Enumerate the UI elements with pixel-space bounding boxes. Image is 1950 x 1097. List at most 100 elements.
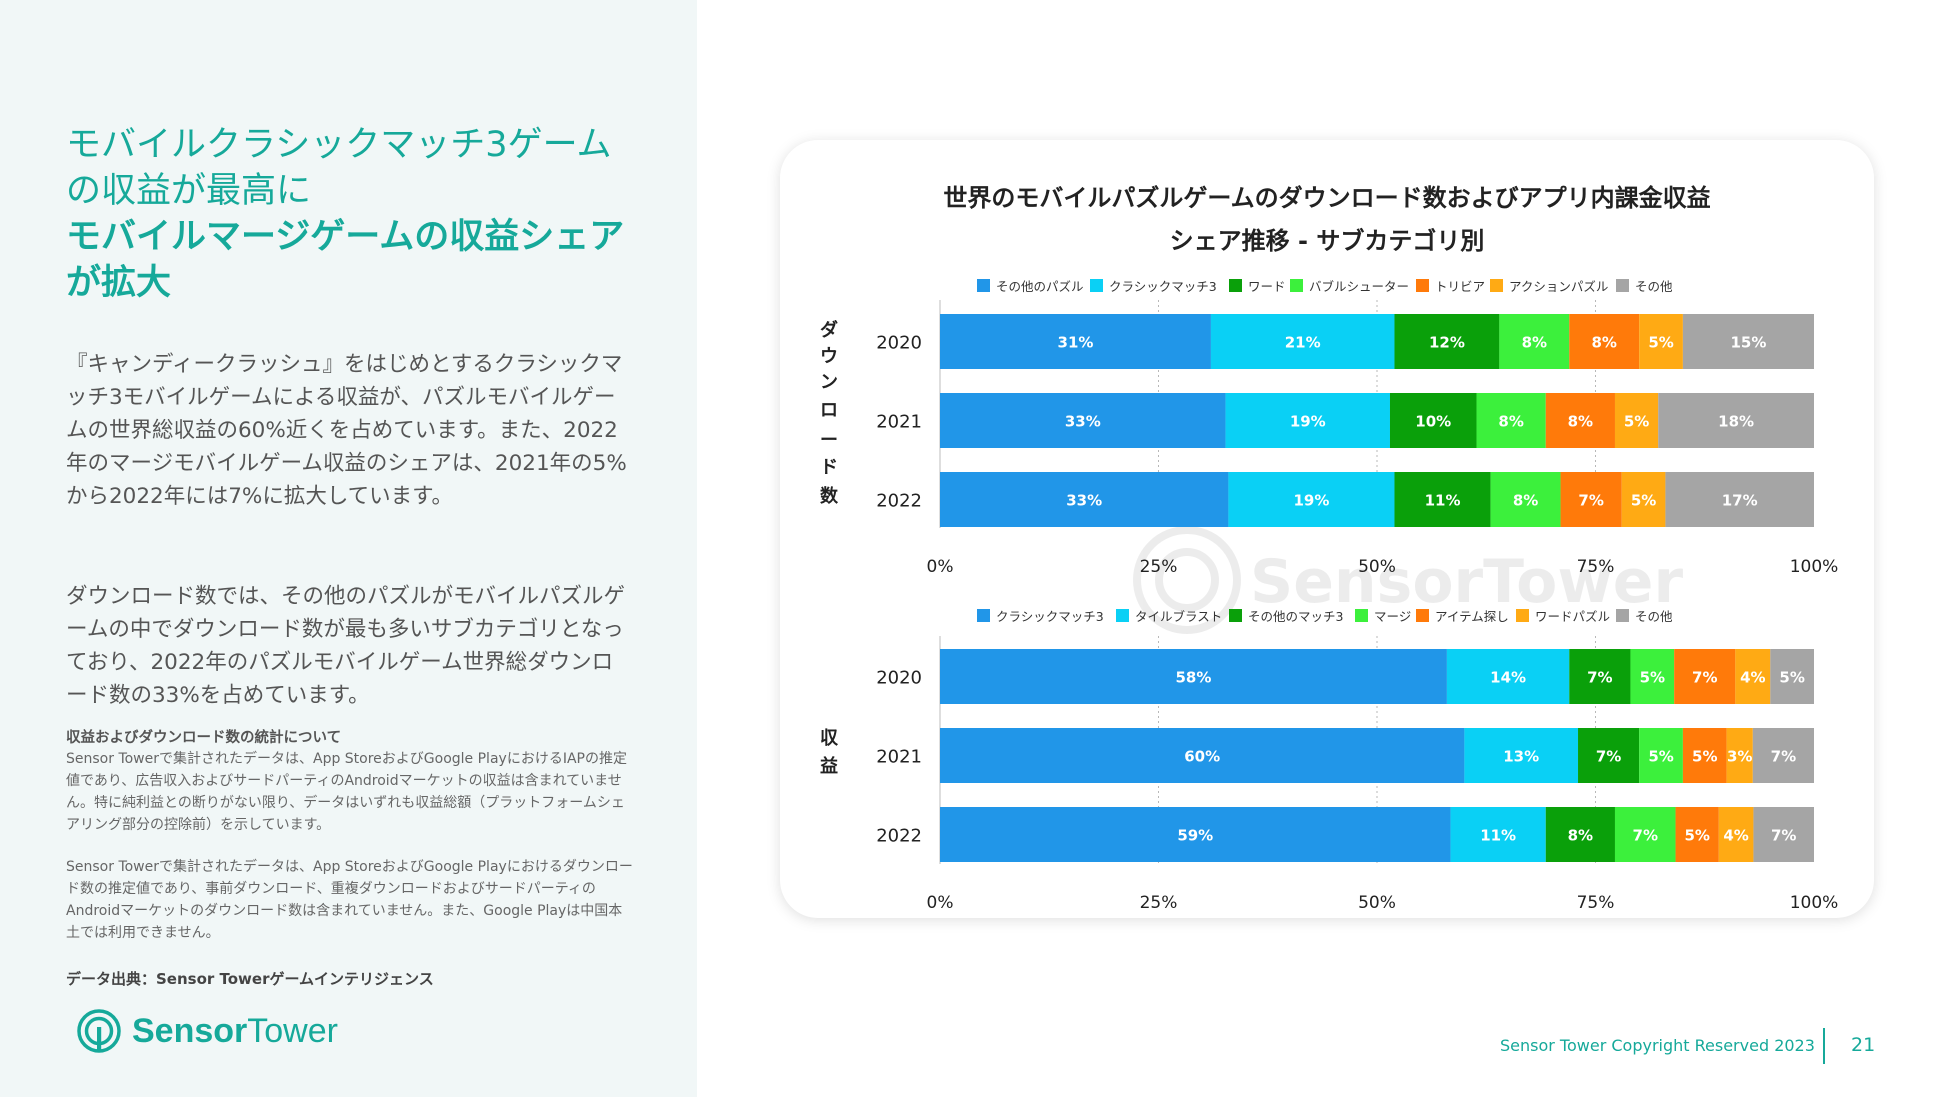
downloads-ylabel-char: ウ <box>820 346 838 367</box>
left-panel: モバイルクラシックマッチ3ゲーム の収益が最高に モバイルマージゲームの収益シェ… <box>0 0 697 1097</box>
revenue-legend-label-0: クラシックマッチ3 <box>996 609 1104 624</box>
page-number: 21 <box>1851 1034 1876 1056</box>
downloads-bar-label-2022-1: 19% <box>1293 492 1329 510</box>
revenue-bar-label-2021-3: 5% <box>1648 748 1673 766</box>
logo-wordmark: SensorTower <box>132 1011 338 1050</box>
revenue-legend-swatch-5 <box>1516 609 1529 622</box>
downloads-bar-2021-4 <box>1545 393 1615 448</box>
downloads-bar-label-2022-0: 33% <box>1066 492 1102 510</box>
downloads-bar-2022-1 <box>1228 472 1395 527</box>
revenue-bar-label-2021-2: 7% <box>1596 748 1621 766</box>
downloads-xtick-3: 75% <box>1577 557 1615 577</box>
downloads-bar-label-2022-6: 17% <box>1722 492 1758 510</box>
revenue-bar-label-2020-0: 58% <box>1176 669 1212 687</box>
revenue-bar-label-2022-0: 59% <box>1177 827 1213 845</box>
revenue-legend-label-5: ワードパズル <box>1535 609 1610 624</box>
downloads-bar-label-2021-1: 19% <box>1290 413 1326 431</box>
revenue-ylabel-char: 益 <box>820 755 838 777</box>
revenue-bar-label-2022-5: 4% <box>1723 827 1748 845</box>
note-downloads: Sensor Towerで集計されたデータは、App StoreおよびGoogl… <box>66 859 633 941</box>
downloads-legend-label-6: その他 <box>1635 279 1673 294</box>
revenue-xtick-1: 25% <box>1140 893 1178 913</box>
revenue-bar-2022-6 <box>1753 807 1814 862</box>
downloads-bar-2020-4 <box>1569 314 1640 369</box>
page-title: モバイルクラシックマッチ3ゲーム の収益が最高に モバイルマージゲームの収益シェ… <box>66 122 666 306</box>
downloads-bar-label-2020-1: 21% <box>1285 334 1321 352</box>
footer-divider <box>1823 1028 1825 1064</box>
note-title: 収益およびダウンロード数の統計について <box>66 730 342 746</box>
downloads-bar-label-2021-3: 8% <box>1498 413 1523 431</box>
downloads-legend-label-4: トリビア <box>1435 279 1485 294</box>
downloads-legend-label-3: バブルシューター <box>1309 279 1409 294</box>
downloads-legend-label-5: アクションパズル <box>1509 279 1608 294</box>
downloads-bar-label-2021-4: 8% <box>1568 413 1593 431</box>
paragraph-revenue: 『キャンディークラッシュ』をはじめとするクラシックマッチ3モバイルゲームによる収… <box>66 352 627 509</box>
downloads-bar-label-2021-0: 33% <box>1065 413 1101 431</box>
revenue-legend-label-3: マージ <box>1374 609 1411 624</box>
downloads-bar-label-2020-5: 5% <box>1648 334 1673 352</box>
downloads-ylabel-char: ン <box>820 372 838 393</box>
revenue-bar-label-2020-1: 14% <box>1490 669 1526 687</box>
downloads-bar-2022-0 <box>940 472 1229 527</box>
revenue-legend-swatch-4 <box>1416 609 1429 622</box>
revenue-bar-2020-0 <box>940 649 1447 704</box>
downloads-legend-swatch-0 <box>977 279 990 292</box>
revenue-bar-2022-1 <box>1450 807 1546 862</box>
downloads-ylabel-char: ダ <box>820 319 838 341</box>
revenue-bar-2022-3 <box>1614 807 1676 862</box>
chart-card: 世界のモバイルパズルゲームのダウンロード数およびアプリ内課金収益 シェア推移 -… <box>780 140 1874 918</box>
title-line-4: が拡大 <box>66 263 172 303</box>
footer-copyright: Sensor Tower Copyright Reserved 2023 <box>1500 1036 1815 1055</box>
downloads-xtick-0: 0% <box>927 557 954 577</box>
downloads-legend-swatch-1 <box>1090 279 1103 292</box>
revenue-bar-2021-5 <box>1726 728 1753 783</box>
downloads-legend-label-0: その他のパズル <box>996 279 1084 294</box>
revenue-bar-label-2021-4: 5% <box>1692 748 1717 766</box>
revenue-legend-label-4: アイテム探し <box>1435 609 1509 624</box>
revenue-bar-2020-4 <box>1674 649 1736 704</box>
downloads-legend-swatch-5 <box>1490 279 1503 292</box>
revenue-legend-swatch-1 <box>1116 609 1129 622</box>
watermark: SensorTower <box>1133 526 1683 634</box>
downloads-legend-label-1: クラシックマッチ3 <box>1109 279 1217 294</box>
downloads-bar-2020-6 <box>1682 314 1814 369</box>
downloads-bar-2020-3 <box>1499 314 1570 369</box>
revenue-bar-2020-3 <box>1630 649 1675 704</box>
revenue-legend-swatch-6 <box>1616 609 1629 622</box>
revenue-bar-label-2022-3: 7% <box>1633 827 1658 845</box>
chart-title: 世界のモバイルパズルゲームのダウンロード数およびアプリ内課金収益 <box>943 184 1711 212</box>
revenue-bar-label-2020-2: 7% <box>1587 669 1612 687</box>
revenue-bar-2020-1 <box>1446 649 1570 704</box>
revenue-ylabel-char: 収 <box>820 728 839 749</box>
downloads-bar-2021-2 <box>1389 393 1477 448</box>
revenue-bar-label-2020-4: 7% <box>1692 669 1717 687</box>
revenue-bar-label-2021-1: 13% <box>1503 748 1539 766</box>
downloads-xtick-2: 50% <box>1358 557 1396 577</box>
downloads-xtick-4: 100% <box>1790 557 1839 577</box>
downloads-bar-label-2020-0: 31% <box>1058 334 1094 352</box>
downloads-bar-2020-1 <box>1210 314 1395 369</box>
downloads-bar-2022-6 <box>1665 472 1814 527</box>
revenue-bar-label-2021-0: 60% <box>1184 748 1220 766</box>
downloads-bar-label-2020-4: 8% <box>1592 334 1617 352</box>
downloads-legend-swatch-3 <box>1290 279 1303 292</box>
downloads-bar-2022-2 <box>1394 472 1491 527</box>
downloads-ylabel-char: ド <box>820 457 838 478</box>
revenue-bar-2020-5 <box>1735 649 1771 704</box>
revenue-xtick-4: 100% <box>1790 893 1839 913</box>
revenue-bar-2022-2 <box>1545 807 1615 862</box>
note-revenue: Sensor Towerで集計されたデータは、App StoreおよびGoogl… <box>66 751 627 833</box>
title-line-2: の収益が最高に <box>66 171 312 211</box>
revenue-xtick-0: 0% <box>927 893 954 913</box>
sensor-tower-logo-icon <box>77 1009 121 1053</box>
downloads-bar-label-2022-4: 7% <box>1578 492 1603 510</box>
revenue-bar-2021-1 <box>1464 728 1579 783</box>
downloads-bar-2021-1 <box>1225 393 1390 448</box>
downloads-legend-swatch-6 <box>1616 279 1629 292</box>
downloads-bar-label-2021-5: 5% <box>1624 413 1649 431</box>
downloads-xtick-1: 25% <box>1140 557 1178 577</box>
revenue-bar-2022-5 <box>1718 807 1754 862</box>
title-line-1: モバイルクラシックマッチ3ゲーム <box>66 125 612 165</box>
revenue-bar-label-2021-6: 7% <box>1771 748 1796 766</box>
downloads-bar-2021-0 <box>940 393 1226 448</box>
